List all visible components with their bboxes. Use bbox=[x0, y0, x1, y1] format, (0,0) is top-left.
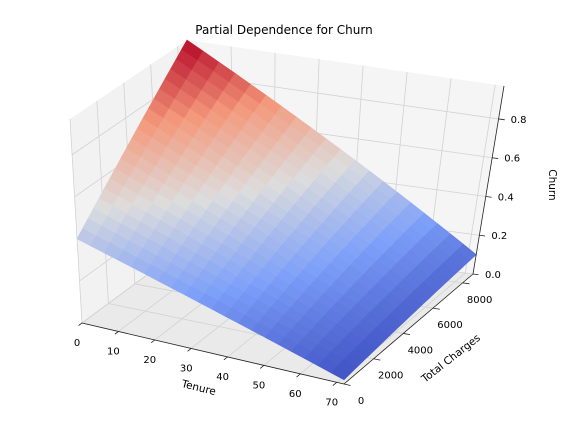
x-tick-label: 30 bbox=[180, 363, 193, 374]
z-axis-label: Churn bbox=[546, 169, 558, 200]
z-tick-label: 0.6 bbox=[504, 154, 520, 165]
tick-labels: 0 10 20 30 40 50 60 70 0 2000 4000 6000 8000 0.0 0.2 0.… bbox=[74, 115, 527, 408]
y-tick-label: 2000 bbox=[378, 371, 403, 382]
z-axis-line bbox=[472, 85, 505, 275]
tick-mark bbox=[114, 331, 119, 335]
x-tick-label: 40 bbox=[216, 372, 229, 383]
tick-mark bbox=[403, 333, 411, 336]
tick-mark bbox=[78, 322, 83, 326]
z-tick-label: 0.0 bbox=[485, 270, 501, 281]
chart-title: Partial Dependence for Churn bbox=[195, 23, 372, 37]
tick-mark bbox=[223, 356, 228, 361]
y-tick-label: 6000 bbox=[437, 320, 462, 331]
tick-mark bbox=[432, 307, 440, 310]
x-tick-label: 20 bbox=[143, 355, 156, 366]
tick-mark bbox=[492, 157, 499, 159]
x-tick-label: 60 bbox=[289, 389, 302, 400]
tick-mark bbox=[462, 282, 470, 285]
tick-mark bbox=[296, 373, 301, 378]
tick-mark bbox=[373, 358, 381, 361]
y-tick-label: 8000 bbox=[467, 295, 492, 306]
gridline-x-back bbox=[464, 84, 496, 274]
tick-mark bbox=[332, 382, 337, 386]
tick-mark bbox=[187, 348, 192, 352]
tick-mark bbox=[485, 196, 492, 198]
x-axis-label: Tenure bbox=[179, 378, 217, 398]
tick-mark bbox=[479, 234, 486, 237]
surface-facet bbox=[330, 365, 351, 381]
surface-mesh bbox=[76, 39, 477, 381]
x-tick-label: 50 bbox=[253, 380, 266, 391]
gridline-y-left bbox=[69, 118, 83, 324]
x-tick-label: 70 bbox=[325, 397, 338, 408]
y-axis-label: Total Charges bbox=[419, 332, 483, 386]
y-tick-label: 4000 bbox=[408, 345, 433, 356]
tick-mark bbox=[343, 383, 351, 386]
x-tick-label: 10 bbox=[107, 347, 120, 358]
z-tick-label: 0.4 bbox=[498, 193, 514, 204]
z-tick-label: 0.2 bbox=[491, 231, 507, 242]
x-tick-label: 0 bbox=[74, 338, 80, 349]
tick-mark bbox=[259, 365, 265, 369]
tick-mark bbox=[150, 339, 156, 344]
z-tick-label: 0.8 bbox=[511, 115, 527, 126]
y-axis-line bbox=[343, 273, 474, 385]
tick-mark bbox=[472, 273, 479, 276]
tick-mark bbox=[498, 118, 505, 121]
y-tick-label: 0 bbox=[358, 396, 364, 407]
